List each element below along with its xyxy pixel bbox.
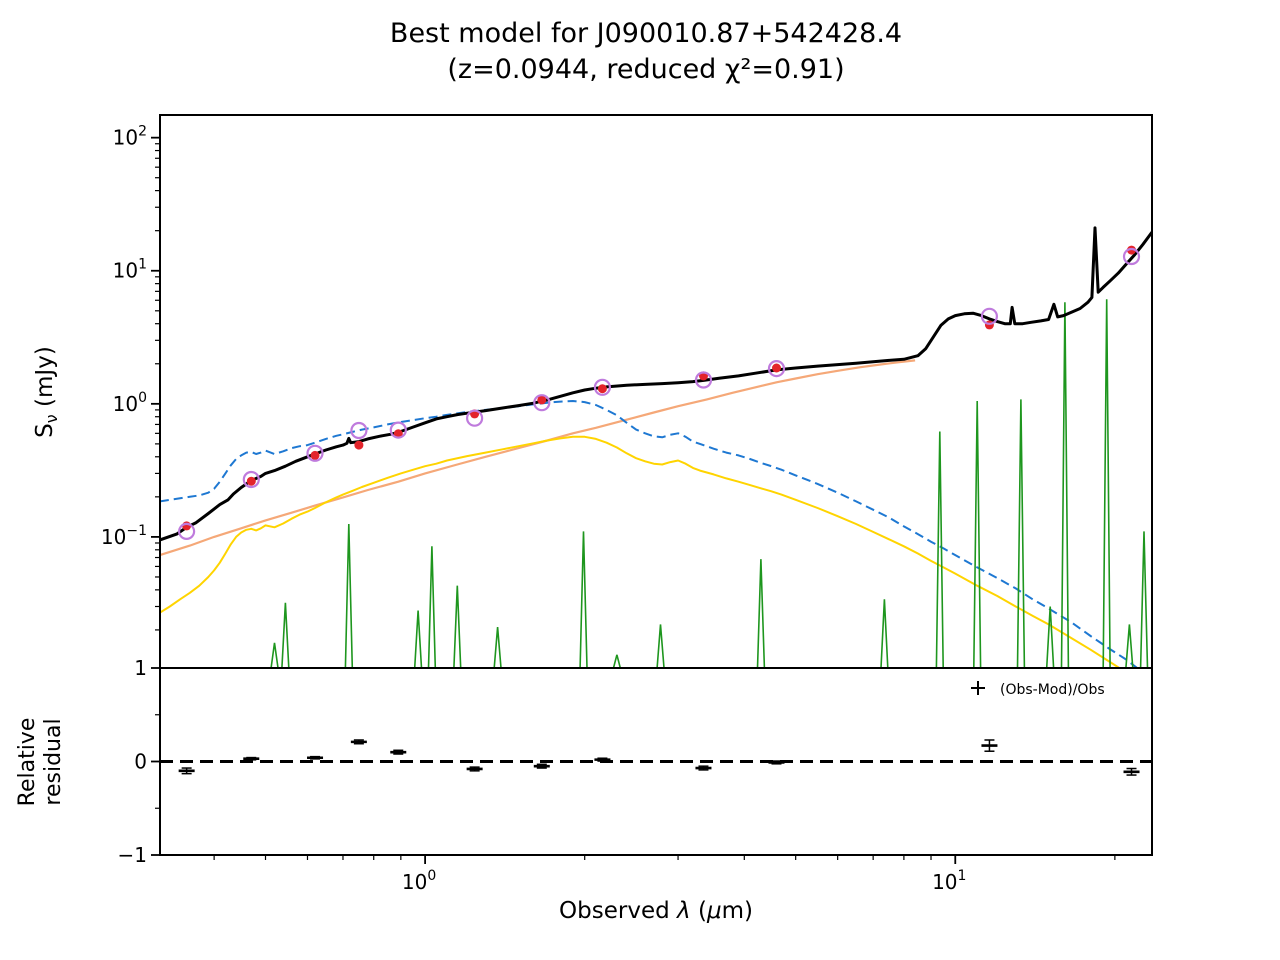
main-y-axis-label: Sν (mJy): [32, 346, 61, 438]
observed-flux-point: [242, 470, 260, 489]
series-agn-emission: [160, 359, 916, 557]
nebular-emission-line: [493, 627, 502, 668]
observed-flux-point: [694, 371, 713, 389]
residual-y-axis-label: residual: [41, 718, 66, 805]
nebular-emission-line: [1139, 531, 1149, 668]
nebular-emission-line: [427, 546, 437, 668]
nebular-emission-line: [270, 642, 279, 668]
nebular-emission-line: [1045, 606, 1055, 668]
model-flux-point: [354, 440, 364, 450]
y-tick-label: 102: [113, 124, 147, 150]
main-panel-content: [160, 226, 1152, 668]
nebular-emission-line: [973, 400, 982, 668]
series-stellar-unattenuated: [160, 400, 1139, 668]
model-flux-point: [537, 395, 547, 405]
observed-flux-point: [980, 307, 999, 325]
series-total-model: [160, 226, 1152, 542]
x-tick-label: 101: [932, 868, 966, 894]
nebular-emission-line: [756, 559, 766, 668]
residual-y-axis-label: Relative: [15, 718, 40, 807]
nebular-emission-line: [1016, 399, 1026, 668]
nebular-emission-line: [579, 531, 588, 668]
nebular-emission-line: [935, 431, 944, 668]
observed-flux-point: [466, 409, 484, 427]
main-panel-border: [159, 114, 1153, 669]
series-stellar-attenuated: [160, 435, 1122, 668]
nebular-emission-line: [1102, 299, 1111, 668]
observed-flux-point: [389, 421, 407, 439]
nebular-emission-line: [453, 585, 462, 668]
y-tick-label: 100: [113, 390, 147, 416]
residual-y-tick-label: 0: [134, 750, 147, 774]
nebular-emission-line: [1125, 624, 1134, 668]
chart-title-line1: Best model for J090010.87+542428.4: [390, 18, 902, 49]
model-flux-point: [772, 363, 781, 373]
nebular-emission-line: [656, 624, 665, 668]
model-flux-point: [597, 384, 607, 394]
residual-y-tick-label: −1: [118, 843, 147, 867]
model-flux-point: [984, 320, 994, 330]
chart-title-line2: (z=0.0944, reduced χ²=0.91): [447, 54, 844, 85]
observed-flux-point: [350, 421, 368, 440]
model-flux-point: [246, 476, 256, 486]
model-flux-point: [310, 450, 320, 460]
observed-flux-point: [593, 378, 612, 396]
observed-flux-point: [178, 522, 196, 541]
nebular-emission-line: [413, 610, 423, 668]
y-tick-label: 10−1: [101, 523, 147, 549]
nebular-emission-line: [1060, 302, 1070, 668]
nebular-emission-line: [344, 523, 354, 668]
model-flux-point: [1127, 245, 1136, 255]
x-tick-label: 100: [402, 868, 436, 894]
observed-flux-point: [533, 394, 551, 412]
observed-flux-point: [767, 360, 786, 378]
nebular-emission-line: [281, 602, 290, 668]
nebular-emission-line: [612, 654, 622, 668]
observed-flux-point: [1122, 247, 1141, 266]
residual-y-tick-label: 1: [134, 656, 147, 680]
model-flux-point: [393, 429, 403, 439]
y-tick-label: 101: [113, 257, 147, 283]
observed-flux-point: [306, 444, 324, 462]
nebular-emission-line: [880, 599, 889, 668]
x-axis-label: Observed λ (μm): [559, 898, 753, 924]
model-flux-point: [182, 521, 192, 531]
residual-legend-label: (Obs-Mod)/Obs: [1000, 682, 1105, 698]
